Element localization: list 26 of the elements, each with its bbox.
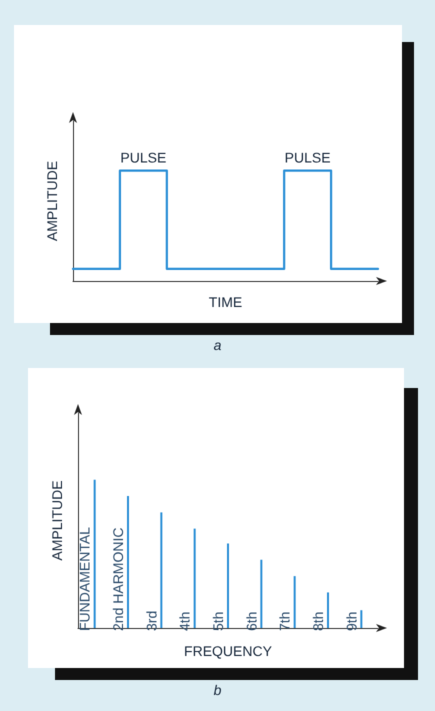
x-tick-label: 6th xyxy=(243,612,260,631)
x-tick-label: 5th xyxy=(210,612,226,631)
bar xyxy=(160,512,162,628)
text: a xyxy=(214,337,222,353)
x-tick-label: FUNDAMENTAL xyxy=(76,526,93,631)
x-tick-label: 8th xyxy=(310,612,326,631)
bar xyxy=(360,610,362,628)
x-tick-label: 2nd HARMONIC xyxy=(110,528,126,631)
x-axis-title: TIME xyxy=(208,294,242,310)
text: PULSE xyxy=(120,150,166,166)
x-tick-label: 3rd xyxy=(143,610,160,631)
x-tick-label: 4th xyxy=(176,612,193,631)
bar xyxy=(127,496,129,628)
x-tick-label: 9th xyxy=(343,612,360,631)
y-axis-title: AMPLITUDE xyxy=(44,160,60,242)
text: b xyxy=(214,682,222,698)
y-axis-title: AMPLITUDE xyxy=(49,480,65,561)
bar xyxy=(94,480,96,628)
bar xyxy=(327,592,329,628)
x-tick-label: 7th xyxy=(276,612,293,631)
bar xyxy=(227,543,229,628)
text: PULSE xyxy=(284,150,331,166)
bar xyxy=(194,528,196,628)
bar xyxy=(294,576,296,628)
bar xyxy=(260,560,262,628)
x-axis-title: FREQUENCY xyxy=(184,643,273,659)
